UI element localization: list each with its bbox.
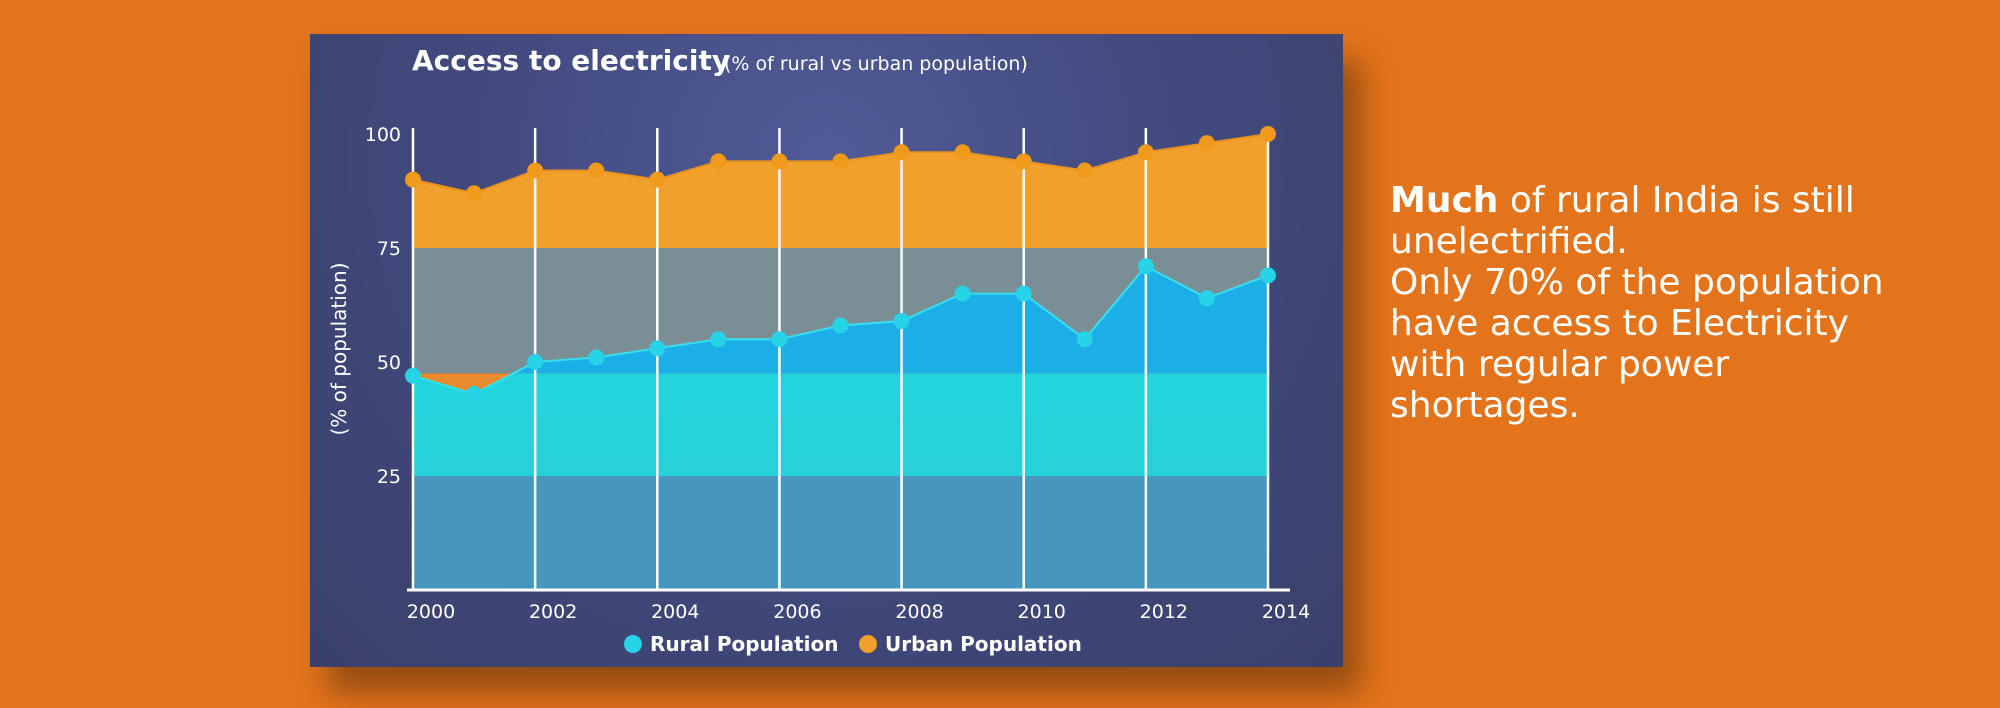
urban-point-2008 — [893, 144, 910, 161]
rural-point-2011 — [1076, 331, 1093, 348]
x-tick-2000: 2000 — [407, 601, 455, 623]
electricity-access-chart: Access to electricity (% of rural vs urb… — [327, 44, 1310, 656]
rural-point-2005 — [710, 331, 727, 348]
urban-point-2007 — [832, 153, 849, 170]
rural-point-2000 — [405, 367, 421, 384]
x-tick-2006: 2006 — [773, 601, 821, 623]
x-tick-2004: 2004 — [651, 601, 699, 623]
rural-point-2014 — [1260, 267, 1276, 284]
urban-point-2001 — [466, 185, 483, 202]
x-tick-2002: 2002 — [529, 601, 577, 623]
urban-point-2012 — [1137, 144, 1154, 161]
rural-point-2009 — [954, 285, 971, 302]
urban-point-2014 — [1260, 126, 1276, 142]
rural-point-2001 — [466, 385, 483, 402]
urban-point-2002 — [527, 162, 544, 179]
y-tick-75: 75 — [377, 238, 401, 260]
rural-area — [513, 266, 1268, 374]
rural-point-2006 — [771, 331, 788, 348]
rural-point-2013 — [1198, 290, 1215, 307]
y-tick-100: 100 — [365, 124, 401, 146]
urban-point-2005 — [710, 153, 727, 170]
x-tick-2008: 2008 — [895, 601, 943, 623]
legend-swatch-1 — [859, 635, 877, 653]
statement-1: Much of rural India is still unelectrifi… — [1390, 180, 1910, 262]
urban-point-2006 — [771, 153, 788, 170]
urban-point-2011 — [1076, 162, 1093, 179]
rural-point-2002 — [527, 354, 544, 370]
statement-2: Only 70% of the population have access t… — [1390, 262, 1884, 426]
rural-point-2010 — [1015, 285, 1032, 302]
statement-1-rest: of rural India is still unelectrified. — [1390, 180, 1855, 262]
rural-point-2003 — [588, 349, 605, 366]
y-tick-50: 50 — [377, 352, 401, 374]
y-tick-25: 25 — [377, 466, 401, 488]
rural-point-2004 — [649, 340, 666, 357]
x-tick-2010: 2010 — [1018, 601, 1066, 623]
urban-point-2009 — [954, 144, 971, 161]
urban-point-2003 — [588, 162, 605, 179]
legend-label-1: Urban Population — [885, 632, 1082, 656]
rural-point-2008 — [893, 312, 910, 329]
x-tick-2014: 2014 — [1262, 601, 1310, 623]
urban-point-2000 — [405, 171, 421, 188]
urban-area — [413, 134, 1268, 248]
rural-area-band — [413, 373, 1268, 476]
side-commentary: Much of rural India is still unelectrifi… — [1390, 180, 1910, 426]
x-tick-2012: 2012 — [1140, 601, 1188, 623]
legend-label-0: Rural Population — [650, 632, 839, 656]
urban-point-2010 — [1015, 153, 1032, 170]
legend-swatch-0 — [624, 635, 642, 653]
y-axis-label: (% of population) — [327, 262, 351, 435]
chart-panel: Access to electricity (% of rural vs urb… — [310, 34, 1343, 667]
urban-point-2004 — [649, 171, 666, 188]
urban-point-2013 — [1198, 135, 1215, 152]
statement-1-lead: Much — [1390, 180, 1499, 221]
band-0-25 — [413, 476, 1268, 590]
chart-title: Access to electricity — [412, 44, 730, 77]
chart-subtitle: (% of rural vs urban population) — [724, 53, 1028, 75]
rural-point-2012 — [1137, 258, 1154, 275]
rural-point-2007 — [832, 317, 849, 334]
